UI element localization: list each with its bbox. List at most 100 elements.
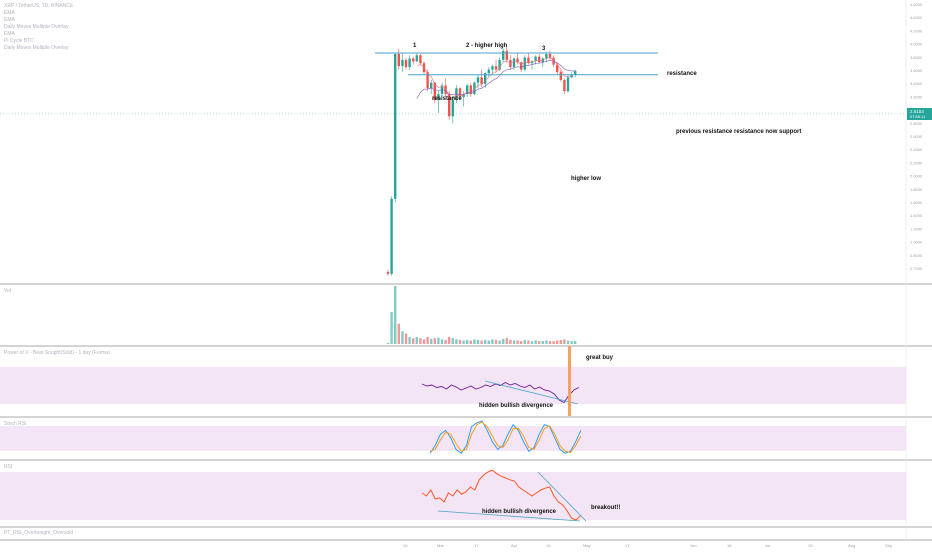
bbp-line bbox=[421, 381, 580, 404]
candle-body bbox=[412, 58, 415, 62]
volume-bar bbox=[386, 342, 390, 344]
rsi-panel-title: RSI bbox=[4, 464, 12, 470]
volume-bar bbox=[404, 333, 408, 344]
bottom-panel-title: PT_RSI_Overbought_Oversold bbox=[4, 530, 73, 536]
volume-bar bbox=[430, 338, 433, 344]
annotation-resistance-right: resistance bbox=[667, 71, 697, 77]
price-tick-label: 1.2000 bbox=[910, 226, 923, 231]
volume-bar bbox=[473, 339, 476, 344]
annotation-divergence-bbp: hidden bullish divergence bbox=[479, 403, 554, 409]
volume-bar bbox=[422, 339, 426, 344]
volume-bar bbox=[469, 340, 472, 344]
volume-bar bbox=[451, 338, 454, 344]
price-tick-label: 1.4000 bbox=[910, 213, 923, 218]
volume-bar bbox=[505, 338, 508, 344]
volume-bar bbox=[419, 338, 422, 344]
great-buy-bar bbox=[568, 346, 571, 416]
price-tick-label: 2.4000 bbox=[910, 147, 923, 152]
last-price-tag: 2.6153 07:55:11 bbox=[907, 108, 932, 120]
volume-bar bbox=[397, 323, 400, 344]
volume-bar bbox=[466, 339, 469, 344]
volume-bar bbox=[563, 339, 566, 344]
volume-bar bbox=[548, 341, 552, 344]
annotation-great-buy: great buy bbox=[586, 355, 614, 361]
candles bbox=[386, 46, 577, 276]
panel-titles: Vol Power of X - Bear Sought(Sold) - 1 d… bbox=[4, 288, 110, 536]
volume-bar bbox=[433, 338, 436, 344]
time-tick-label: 15 bbox=[403, 543, 408, 548]
volume-bar bbox=[440, 339, 444, 344]
volume-bar bbox=[534, 340, 537, 344]
time-tick-label: 15 bbox=[808, 543, 813, 548]
price-tick-label: 2.0000 bbox=[910, 174, 923, 179]
candle-body bbox=[512, 58, 516, 68]
price-tick-label: 4.6000 bbox=[910, 2, 923, 7]
volume-bar bbox=[502, 338, 505, 344]
rsi-breakout-line bbox=[537, 471, 587, 522]
volume-bar bbox=[412, 338, 415, 344]
candle-body bbox=[419, 55, 422, 64]
annotation-higher-high: 2 - higher high bbox=[466, 43, 508, 49]
ema-slow-line bbox=[416, 60, 576, 99]
candle-body bbox=[505, 50, 508, 60]
time-tick-label: Jul bbox=[765, 543, 770, 548]
volume-bar bbox=[574, 341, 577, 344]
volume-bar bbox=[566, 340, 570, 344]
candle-body bbox=[559, 72, 562, 80]
header-line-6: Daily Moves Multiple Overlay bbox=[4, 45, 69, 51]
header-line-3: Daily Moves Multiple Overlay bbox=[4, 24, 69, 30]
time-tick-label: Aug bbox=[848, 543, 855, 548]
time-tick-label: 17 bbox=[625, 543, 630, 548]
candle-body bbox=[494, 66, 498, 70]
candle-body bbox=[563, 79, 566, 92]
candle-body bbox=[451, 100, 454, 117]
volume-bar bbox=[401, 331, 404, 344]
price-tick-label: 3.2000 bbox=[910, 94, 923, 99]
volume-bar bbox=[437, 337, 440, 344]
time-tick-label: 17 bbox=[474, 543, 479, 548]
price-tick-label: 0.8000 bbox=[910, 253, 923, 258]
header-line-2: EMA bbox=[4, 17, 16, 23]
volume-bar bbox=[487, 340, 490, 344]
bbp-divergence-line bbox=[484, 380, 579, 405]
candle-body bbox=[426, 72, 429, 89]
volume-bar bbox=[556, 340, 559, 344]
price-tick-label: 1.0000 bbox=[910, 240, 923, 245]
candle-body bbox=[476, 77, 480, 83]
stoch-panel-title: Stoch RSI bbox=[4, 421, 27, 427]
volume-bar bbox=[494, 339, 498, 344]
volume-bar bbox=[559, 339, 562, 344]
header-line-5: Pi Cycle BTC bbox=[4, 38, 34, 44]
volume-bar bbox=[520, 341, 523, 344]
volume-bar bbox=[476, 339, 480, 344]
candle-body bbox=[433, 82, 436, 101]
annotation-3: 3 bbox=[542, 46, 546, 52]
volume-bar bbox=[527, 340, 530, 344]
volume-bar bbox=[570, 341, 573, 344]
time-tick-label: Mar bbox=[437, 543, 445, 548]
volume-bar bbox=[426, 337, 429, 344]
header-line-4: EMA bbox=[4, 31, 16, 37]
time-tick-label: Sep bbox=[885, 543, 893, 548]
candle-body bbox=[527, 57, 530, 64]
candle-body bbox=[574, 71, 577, 75]
volume-bar bbox=[462, 340, 465, 344]
header-symbol: XRP / TetherUS, 1D, BINANCE bbox=[4, 3, 74, 9]
price-tick-label: 2.8000 bbox=[910, 121, 923, 126]
candle-body bbox=[566, 77, 570, 92]
candle-body bbox=[404, 59, 408, 68]
candle-body bbox=[415, 55, 418, 62]
candle-body bbox=[498, 59, 501, 70]
annotation-1: 1 bbox=[413, 43, 417, 49]
volume-bar bbox=[415, 337, 418, 344]
price-tick-label: 2.2000 bbox=[910, 160, 923, 165]
candle-body bbox=[516, 58, 519, 63]
volume-bar bbox=[390, 312, 393, 344]
candle-body bbox=[397, 53, 400, 67]
volume-bar bbox=[455, 339, 458, 344]
volume-bars bbox=[386, 286, 577, 344]
candle-body bbox=[437, 94, 440, 101]
volume-bar bbox=[509, 339, 512, 344]
